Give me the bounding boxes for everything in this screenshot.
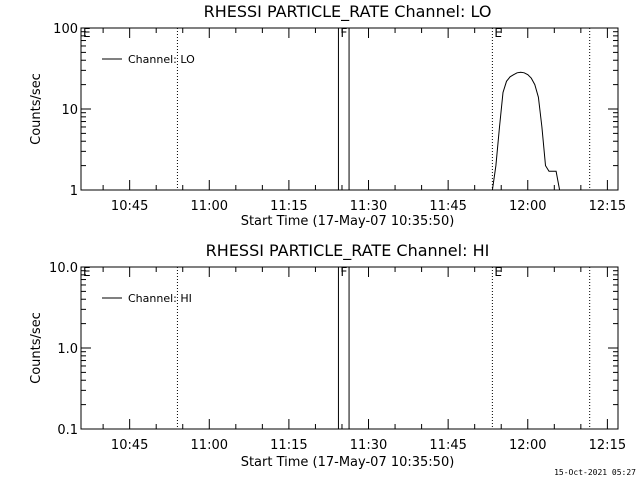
annotation-label: E — [494, 265, 502, 279]
x-tick-label: 11:00 — [191, 438, 228, 453]
x-tick-label: 12:15 — [589, 438, 626, 453]
series-line — [491, 71, 561, 191]
annotation-label: F — [340, 26, 347, 40]
x-tick-label: 11:30 — [350, 438, 387, 453]
y-tick-label: 10 — [61, 103, 78, 118]
x-tick-label: 10:45 — [111, 199, 148, 214]
y-tick-label: 0.1 — [57, 423, 78, 438]
y-tick-label: 1.0 — [57, 342, 78, 357]
chart-title: RHESSI PARTICLE_RATE Channel: HI — [206, 241, 490, 261]
annotation-label: F — [340, 265, 347, 279]
x-axis-label: Start Time (17-May-07 10:35:50) — [241, 455, 455, 470]
x-tick-label: 12:00 — [509, 438, 546, 453]
x-tick-label: 11:15 — [270, 199, 307, 214]
legend-entry: Channel: HI — [128, 292, 192, 305]
chart-panel-1: RHESSI PARTICLE_RATE Channel: HI 0.1 1.0 10… — [29, 241, 626, 470]
x-tick-label: 12:15 — [589, 199, 626, 214]
chart-panel-0: RHESSI PARTICLE_RATE Channel: LO 1 10 100 10… — [29, 2, 626, 229]
chart-title: RHESSI PARTICLE_RATE Channel: LO — [204, 2, 492, 22]
annotation-label: E — [83, 26, 91, 40]
x-tick-label: 11:15 — [270, 438, 307, 453]
y-tick-label: 100 — [53, 22, 78, 37]
y-tick-label: 1 — [70, 184, 78, 199]
x-axis-label: Start Time (17-May-07 10:35:50) — [241, 214, 455, 229]
x-tick-label: 11:30 — [350, 199, 387, 214]
x-tick-label: 10:45 — [111, 438, 148, 453]
x-tick-label: 12:00 — [509, 199, 546, 214]
x-tick-label: 11:45 — [429, 199, 466, 214]
annotation-label: E — [494, 26, 502, 40]
footer-timestamp: 15-Oct-2021 05:27 — [554, 468, 636, 477]
x-tick-label: 11:45 — [429, 438, 466, 453]
legend-entry: Channel: LO — [128, 53, 195, 66]
y-axis-label: Counts/sec — [29, 312, 44, 384]
annotation-label: E — [83, 265, 91, 279]
x-tick-label: 11:00 — [191, 199, 228, 214]
y-axis-label: Counts/sec — [29, 73, 44, 145]
y-tick-label: 10.0 — [49, 261, 78, 276]
